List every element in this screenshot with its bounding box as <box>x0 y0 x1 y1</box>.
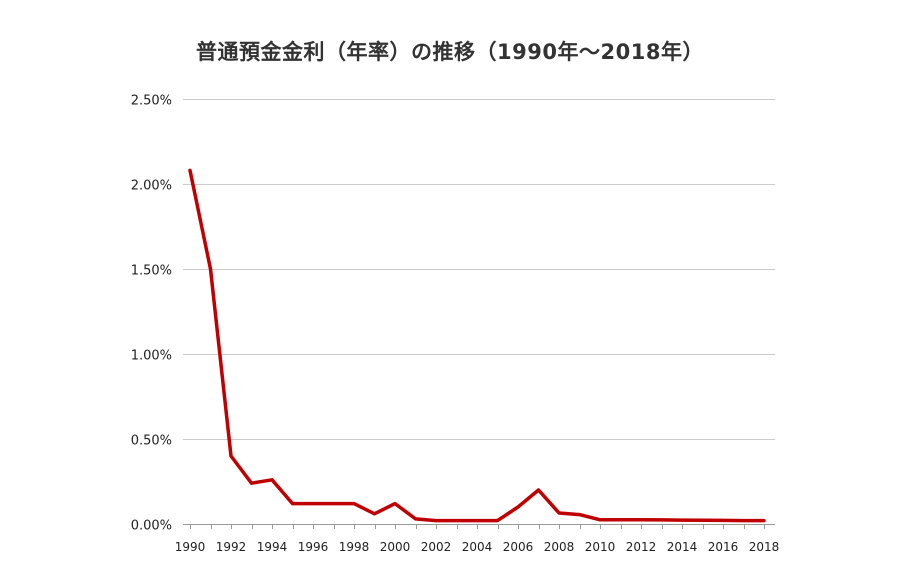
data-point <box>352 502 356 505</box>
data-point <box>270 478 274 481</box>
data-point <box>311 502 315 505</box>
data-point <box>291 502 294 505</box>
y-tick-label: 2.50% <box>131 94 172 109</box>
x-axis-labels: 1990 1992 1994 1996 1998 2000 2002 2004 2006 2008… <box>175 540 780 554</box>
x-tick-label: 1994 <box>257 540 288 554</box>
y-tick-label: 0.50% <box>131 434 172 449</box>
data-point <box>393 502 397 505</box>
data-point <box>557 511 561 515</box>
x-tick-label: 1996 <box>298 540 329 554</box>
x-tick-label: 2000 <box>380 540 411 554</box>
data-point <box>578 513 581 516</box>
x-tick-label: 2018 <box>749 540 780 554</box>
data-point <box>680 518 684 522</box>
data-point <box>721 519 725 522</box>
x-tick-label: 2010 <box>585 540 616 554</box>
data-point <box>434 519 438 522</box>
data-point <box>250 482 253 485</box>
data-point <box>332 502 335 505</box>
y-tick-label: 0.00% <box>131 519 172 534</box>
data-point <box>209 267 212 271</box>
y-tick-label: 2.00% <box>131 179 172 194</box>
data-point <box>742 519 745 522</box>
x-tick-label: 2006 <box>503 540 534 554</box>
x-tick-label: 2016 <box>708 540 739 554</box>
x-tick-label: 1992 <box>216 540 247 554</box>
data-point <box>701 519 704 522</box>
series-layer <box>188 168 766 523</box>
data-point <box>619 518 622 521</box>
data-point <box>598 518 602 521</box>
data-point <box>660 518 663 522</box>
x-tick-label: 2012 <box>626 540 657 554</box>
y-axis-labels: 0.00% 0.50% 1.00% 1.50% 2.00% 2.50% <box>131 94 172 534</box>
data-point <box>762 519 766 522</box>
gridlines <box>183 99 775 525</box>
y-tick-label: 1.50% <box>131 264 172 279</box>
chart-title: 普通預金金利（年率）の推移（1990年〜2018年） <box>196 40 704 64</box>
data-point <box>496 519 499 522</box>
y-tick-label: 1.00% <box>131 349 172 364</box>
x-tick-label: 2002 <box>421 540 452 554</box>
x-axis-tickmarks <box>190 524 765 529</box>
data-point <box>639 518 643 521</box>
data-point <box>455 519 458 522</box>
data-point <box>537 488 540 492</box>
series-line <box>188 168 766 523</box>
x-tick-label: 2004 <box>462 540 493 554</box>
x-tick-label: 1990 <box>175 540 206 554</box>
x-tick-label: 2008 <box>544 540 575 554</box>
x-tick-label: 1998 <box>339 540 370 554</box>
data-point <box>516 505 520 509</box>
data-point <box>475 519 479 522</box>
data-point <box>229 454 233 458</box>
data-point <box>414 517 417 521</box>
data-point <box>188 169 192 172</box>
x-tick-label: 2014 <box>667 540 698 554</box>
data-point <box>373 512 376 515</box>
